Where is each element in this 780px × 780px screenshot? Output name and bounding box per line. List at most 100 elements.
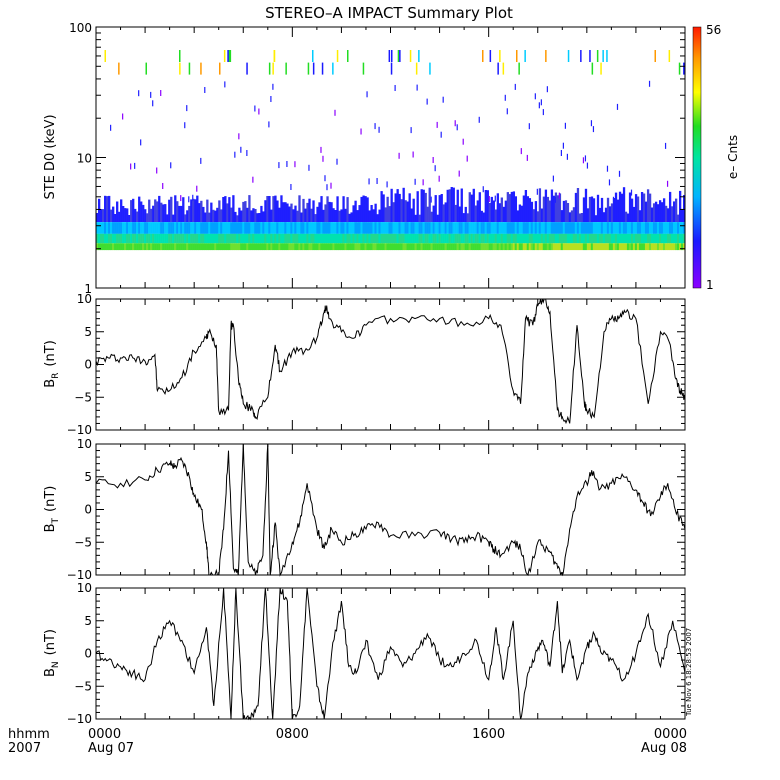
spec-speck <box>238 133 240 140</box>
spec-cell <box>392 233 395 244</box>
spec-cell <box>102 243 105 251</box>
spec-cell <box>126 233 129 244</box>
spec-cell <box>516 243 520 251</box>
spec-cell <box>558 222 562 234</box>
spec-cell <box>490 243 493 251</box>
spec-cell <box>566 233 570 244</box>
spec-cell <box>636 222 640 234</box>
spec-cell <box>674 243 678 251</box>
spec-cell <box>542 233 546 244</box>
spec-cell <box>140 243 143 251</box>
spec-cell <box>548 233 552 244</box>
spec-cell <box>252 222 255 234</box>
plot-title: STEREO–A IMPACT Summary Plot <box>265 4 513 22</box>
spec-cell <box>670 206 674 223</box>
spec-cell <box>640 192 644 223</box>
spec-cell <box>380 233 383 244</box>
spec-cell <box>432 222 435 234</box>
spec-cell <box>468 243 471 251</box>
spec-cell <box>472 243 475 251</box>
spec-cell <box>630 243 634 251</box>
spec-cell <box>498 222 501 234</box>
y-tick-label: 0 <box>84 647 92 661</box>
spec-cell <box>556 243 560 251</box>
spec-cell <box>96 243 99 251</box>
spec-cell <box>492 200 495 223</box>
spec-cell <box>198 233 201 244</box>
spec-cell <box>290 243 293 251</box>
spec-speck <box>426 98 428 105</box>
spec-cell <box>126 208 129 223</box>
spec-cell <box>254 233 257 244</box>
spec-cell <box>444 243 447 251</box>
spec-high-mark <box>227 50 229 62</box>
spec-cell <box>264 243 267 251</box>
spec-cell <box>512 243 516 251</box>
spec-cell <box>676 214 680 223</box>
spec-cell <box>248 233 251 244</box>
spec-cell <box>258 222 261 234</box>
spec-cell <box>496 193 499 223</box>
spec-speck <box>562 142 564 149</box>
spec-cell <box>238 243 241 251</box>
spec-cell <box>442 233 445 244</box>
spec-cell <box>270 233 273 244</box>
spec-cell <box>274 195 277 223</box>
spec-speck <box>412 151 414 158</box>
spec-cell <box>258 213 261 222</box>
spec-cell <box>168 243 171 251</box>
spec-cell <box>488 203 491 223</box>
spec-cell <box>632 243 636 251</box>
spec-cell <box>528 233 532 244</box>
spec-cell <box>590 243 594 251</box>
spec-cell <box>162 243 165 251</box>
spec-cell <box>254 243 257 251</box>
spec-cell <box>306 243 309 251</box>
spec-speck <box>138 90 140 97</box>
spec-cell <box>672 201 676 223</box>
spec-cell <box>632 222 636 234</box>
spec-cell <box>180 222 183 234</box>
spec-cell <box>600 222 604 234</box>
spec-cell <box>426 222 429 234</box>
spec-cell <box>598 233 602 244</box>
bn-ylabel: BN (nT) <box>43 629 61 677</box>
spec-cell <box>194 233 197 244</box>
spec-cell <box>426 243 429 251</box>
spec-cell <box>304 222 307 234</box>
spec-cell <box>148 243 151 251</box>
spec-cell <box>220 222 223 234</box>
spec-cell <box>584 233 588 244</box>
spec-cell <box>608 243 612 251</box>
spec-cell <box>292 233 295 244</box>
spec-cell <box>156 243 159 251</box>
spec-cell <box>614 243 618 251</box>
spec-speck <box>110 124 112 131</box>
y-tick-label: 0 <box>84 503 92 517</box>
colorbar-gradient <box>692 26 702 289</box>
spec-cell <box>280 233 283 244</box>
spec-cell <box>628 233 632 244</box>
spec-cell <box>490 196 493 223</box>
spec-cell <box>430 243 433 251</box>
spec-cell <box>332 243 335 251</box>
spec-cell <box>620 233 624 244</box>
spec-cell <box>322 222 325 234</box>
spec-cell <box>608 206 612 223</box>
spec-cell <box>564 243 568 251</box>
spec-cell <box>426 233 429 244</box>
spec-speck <box>630 189 633 196</box>
spec-cell <box>666 222 670 234</box>
spec-cell <box>456 222 459 234</box>
spec-cell <box>204 243 207 251</box>
spec-high-mark <box>589 50 591 62</box>
spec-cell <box>594 222 598 234</box>
spec-cell <box>540 243 544 251</box>
spec-cell <box>240 210 243 223</box>
spec-cell <box>96 233 99 244</box>
spec-cell <box>508 194 511 223</box>
spec-cell <box>318 222 321 234</box>
spec-cell <box>160 233 163 244</box>
spec-high-mark <box>499 50 501 62</box>
spec-cell <box>284 233 287 244</box>
